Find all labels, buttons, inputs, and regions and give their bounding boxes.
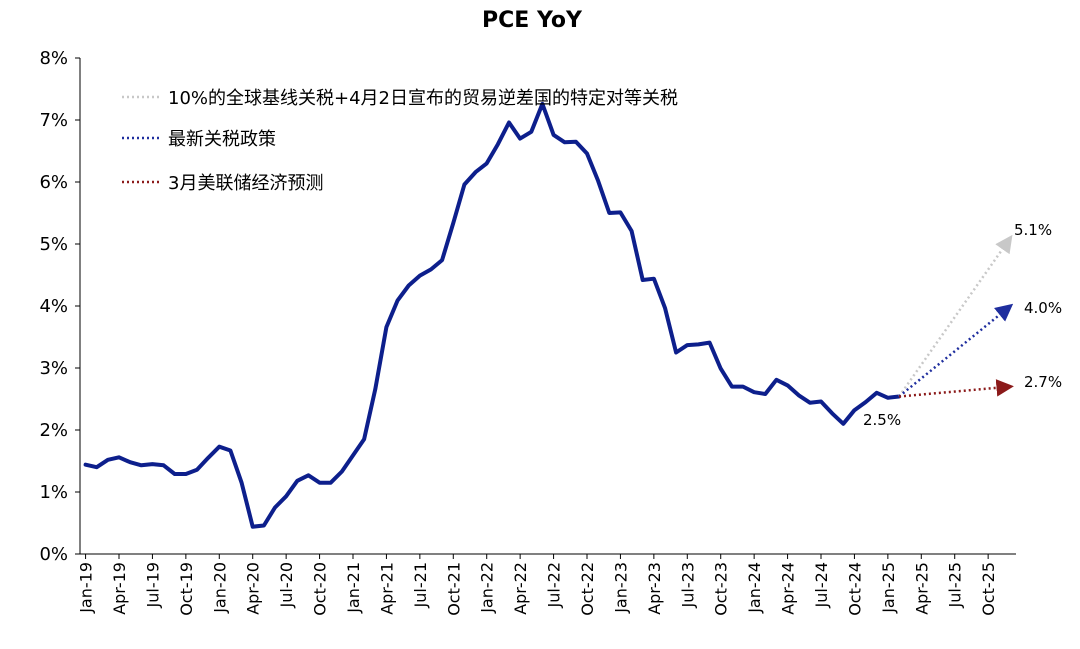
y-tick-label: 0%: [39, 544, 68, 565]
x-tick-label: Jan-21: [344, 562, 363, 614]
y-tick-label: 8%: [39, 48, 68, 69]
x-tick-label: Oct-25: [979, 562, 998, 616]
annotation-4-0: 4.0%: [1024, 299, 1062, 317]
y-tick-label: 3%: [39, 358, 68, 379]
x-tick-label: Apr-24: [779, 562, 798, 615]
legend-label: 10%的全球基线关税+4月2日宣布的贸易逆差国的特定对等关税: [168, 88, 678, 109]
x-tick-label: Apr-22: [511, 562, 530, 615]
x-tick-label: Apr-23: [645, 562, 664, 615]
x-tick-label: Jan-22: [478, 562, 497, 614]
x-tick-label: Jan-19: [77, 562, 96, 614]
x-tick-label: Jan-20: [210, 562, 229, 614]
x-tick-label: Jul-21: [411, 562, 430, 608]
x-tick-label: Apr-21: [377, 562, 396, 615]
x-axis: Jan-19 Apr-19 Jul-19 Oct-19 Jan-20 Apr-20 Jul-…: [77, 553, 1016, 616]
annotation-5-1: 5.1%: [1014, 221, 1052, 239]
x-tick-label: Apr-25: [912, 562, 931, 615]
x-tick-label: Jan-25: [879, 562, 898, 614]
x-tick-label: Apr-20: [244, 562, 263, 615]
projection-line-latest-tariff: [898, 303, 1014, 398]
x-tick-label: Oct-19: [177, 562, 196, 616]
y-tick-label: 2%: [39, 420, 68, 441]
projection-line-fed-march: [898, 379, 1014, 398]
x-tick-label: Oct-20: [311, 562, 330, 616]
series-lines: [83, 101, 1014, 529]
series-line-pce: [83, 101, 901, 529]
y-tick-label: 4%: [39, 296, 68, 317]
y-tick-label: 5%: [39, 234, 68, 255]
y-tick-label: 6%: [39, 172, 68, 193]
x-tick-label: Jul-23: [678, 562, 697, 608]
x-tick-label: Jul-22: [545, 562, 564, 608]
y-axis: 0% 1% 2% 3% 4% 5% 6% 7% 8%: [39, 48, 81, 565]
x-tick-label: Oct-23: [712, 562, 731, 616]
annotation-2-7: 2.7%: [1024, 373, 1062, 391]
x-tick-label: Jul-24: [812, 562, 831, 608]
legend-label: 最新关税政策: [168, 129, 276, 150]
y-tick-label: 1%: [39, 482, 68, 503]
y-tick-label: 7%: [39, 110, 68, 131]
legend-label: 3月美联储经济预测: [168, 173, 323, 194]
annotations: 5.1% 4.0% 2.7% 2.5%: [863, 221, 1062, 429]
x-tick-label: Jan-24: [745, 562, 764, 614]
x-tick-label: Jul-19: [143, 562, 162, 608]
x-tick-label: Jul-20: [277, 562, 296, 608]
x-tick-label: Oct-21: [444, 562, 463, 616]
x-tick-label: Oct-24: [845, 562, 864, 616]
x-tick-label: Oct-22: [578, 562, 597, 616]
chart-title: PCE YoY: [482, 8, 583, 33]
x-tick-label: Apr-19: [110, 562, 129, 615]
x-tick-label: Jan-23: [611, 562, 630, 614]
annotation-2-5: 2.5%: [863, 411, 901, 429]
projection-line-10pct-tariff: [897, 234, 1013, 398]
x-tick-label: Jul-25: [946, 562, 965, 608]
